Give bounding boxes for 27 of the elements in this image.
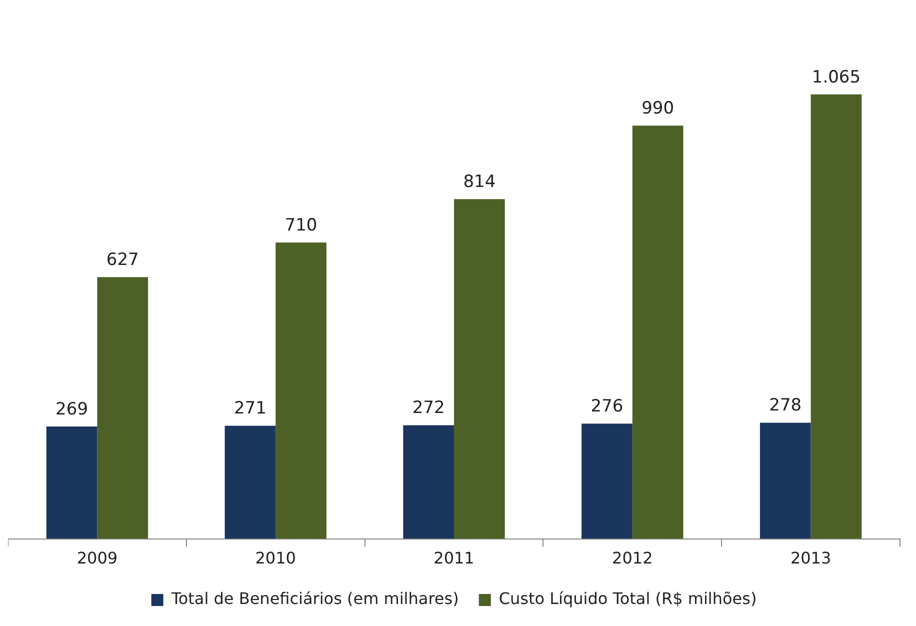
bar: [97, 277, 148, 539]
x-tick-label: 2011: [434, 548, 474, 568]
data-label: 271: [234, 398, 266, 419]
bar: [454, 199, 505, 539]
bar: [403, 425, 454, 539]
data-label: 814: [463, 172, 496, 192]
data-label: 276: [590, 396, 624, 417]
legend-label: Total de Beneficiários (em milhares): [170, 589, 459, 608]
x-tick-label: 2009: [76, 548, 118, 568]
x-tick-label: 2010: [255, 548, 296, 568]
bar: [810, 94, 862, 539]
bar: [276, 242, 326, 539]
data-label: 269: [56, 399, 88, 420]
data-label: 990: [642, 98, 674, 119]
data-label: 1.065: [812, 67, 861, 88]
x-tick-label: 2012: [612, 548, 653, 568]
bar: [760, 422, 811, 539]
data-label: 278: [769, 396, 802, 416]
bar: [46, 426, 98, 539]
data-label: 627: [106, 250, 139, 270]
x-tick-label: 2013: [790, 548, 832, 568]
legend-label: Custo Líquido Total (R$ milhões): [498, 589, 757, 608]
data-label: 710: [284, 215, 318, 236]
bar: [582, 424, 632, 539]
bar: [632, 126, 684, 539]
bar: [224, 426, 276, 539]
data-label: 272: [412, 398, 445, 418]
